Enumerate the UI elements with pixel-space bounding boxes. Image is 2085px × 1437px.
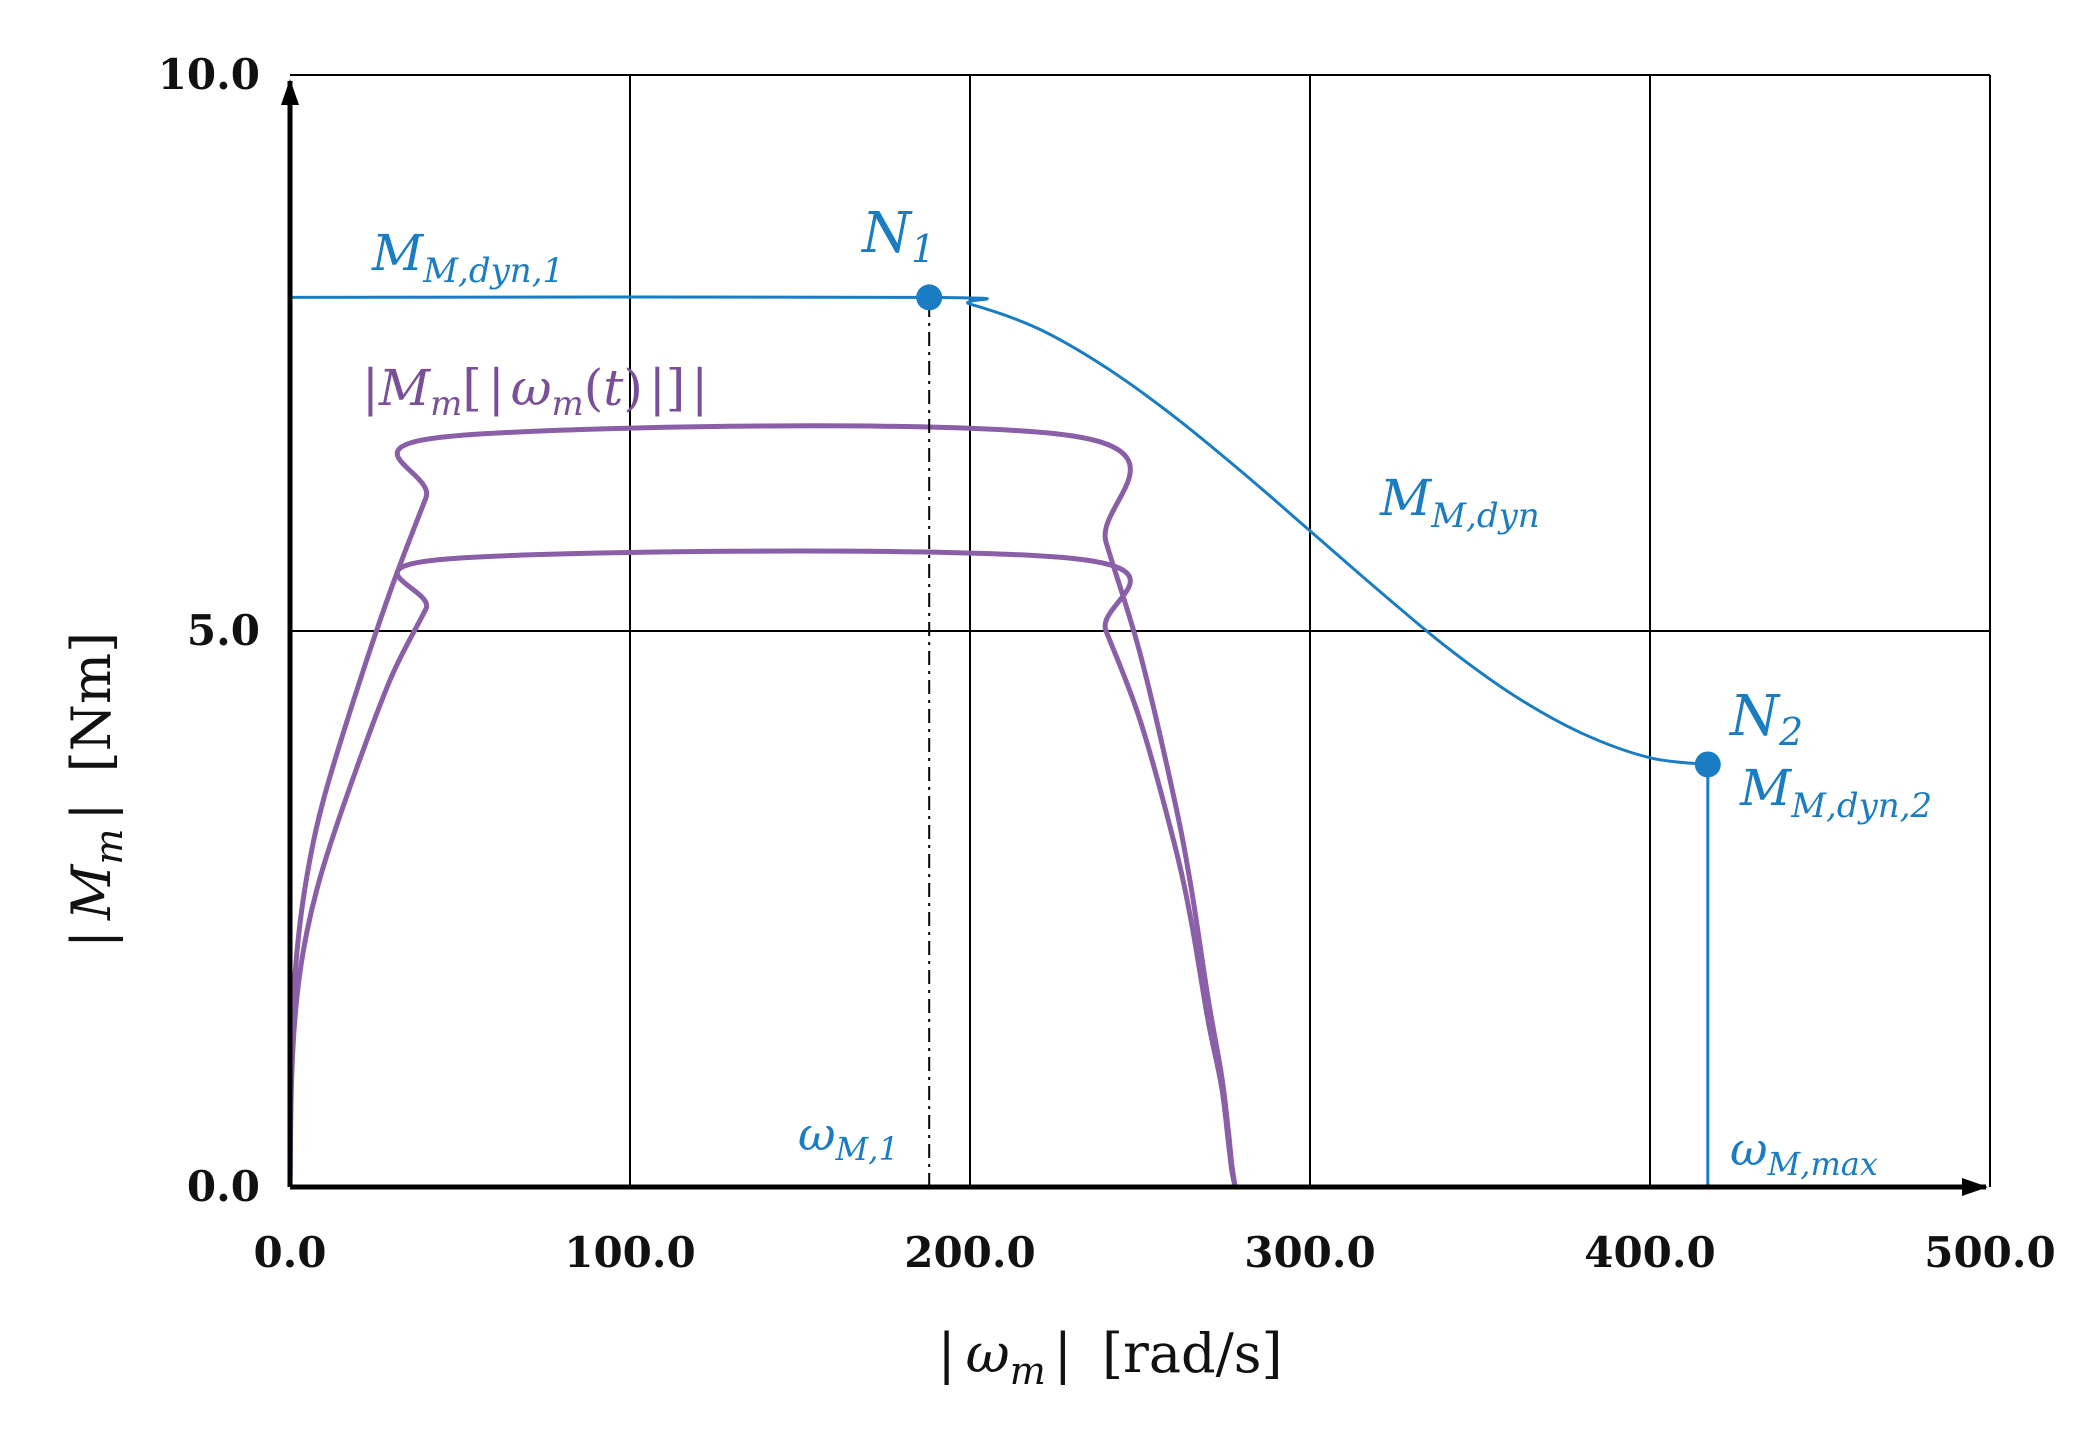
annotation-n2: N2: [1728, 684, 1803, 754]
annotation-m-dyn-2: MM,dyn,2: [1739, 759, 1932, 826]
x-axis-arrow: [1962, 1178, 1988, 1196]
annotation-m-dyn-1: MM,dyn,1: [371, 224, 564, 291]
x-tick-label: 100.0: [564, 1228, 696, 1277]
annotation-omega-mmax: ωM,max: [1730, 1122, 1878, 1183]
y-axis-arrow: [281, 79, 299, 105]
x-tick-labels: 0.0 100.0 200.0 300.0 400.0 500.0: [253, 1228, 2055, 1277]
x-tick-label: 400.0: [1584, 1228, 1716, 1277]
x-tick-label: 300.0: [1244, 1228, 1376, 1277]
annotation-m-dyn: MM,dyn: [1379, 469, 1540, 536]
point-n2: [1694, 751, 1721, 778]
gridlines: [290, 74, 1991, 1187]
axes: [281, 79, 1988, 1196]
load-curve-1: [287, 423, 1238, 1188]
y-tick-label: 5.0: [187, 606, 260, 655]
x-tick-label: 200.0: [904, 1228, 1036, 1277]
annotation-omega-m1: ωM,1: [798, 1107, 899, 1168]
load-curve-2: [287, 548, 1238, 1188]
x-tick-label: 500.0: [1924, 1228, 2056, 1277]
x-tick-label: 0.0: [253, 1228, 326, 1277]
y-tick-labels: 0.0 5.0 10.0: [158, 50, 260, 1211]
point-n1: [916, 284, 943, 311]
y-tick-label: 10.0: [158, 50, 260, 99]
annotation-load-curve: |Mm[| ωm(t) |] |: [362, 359, 708, 424]
series-group: [287, 295, 1708, 1188]
data-points: [916, 284, 1721, 778]
y-tick-label: 0.0: [187, 1162, 260, 1211]
x-axis-title: | ωm | [rad/s]: [937, 1322, 1282, 1393]
annotation-n1: N1: [860, 201, 935, 271]
y-axis-title: |Mm|[Nm]: [60, 632, 131, 948]
